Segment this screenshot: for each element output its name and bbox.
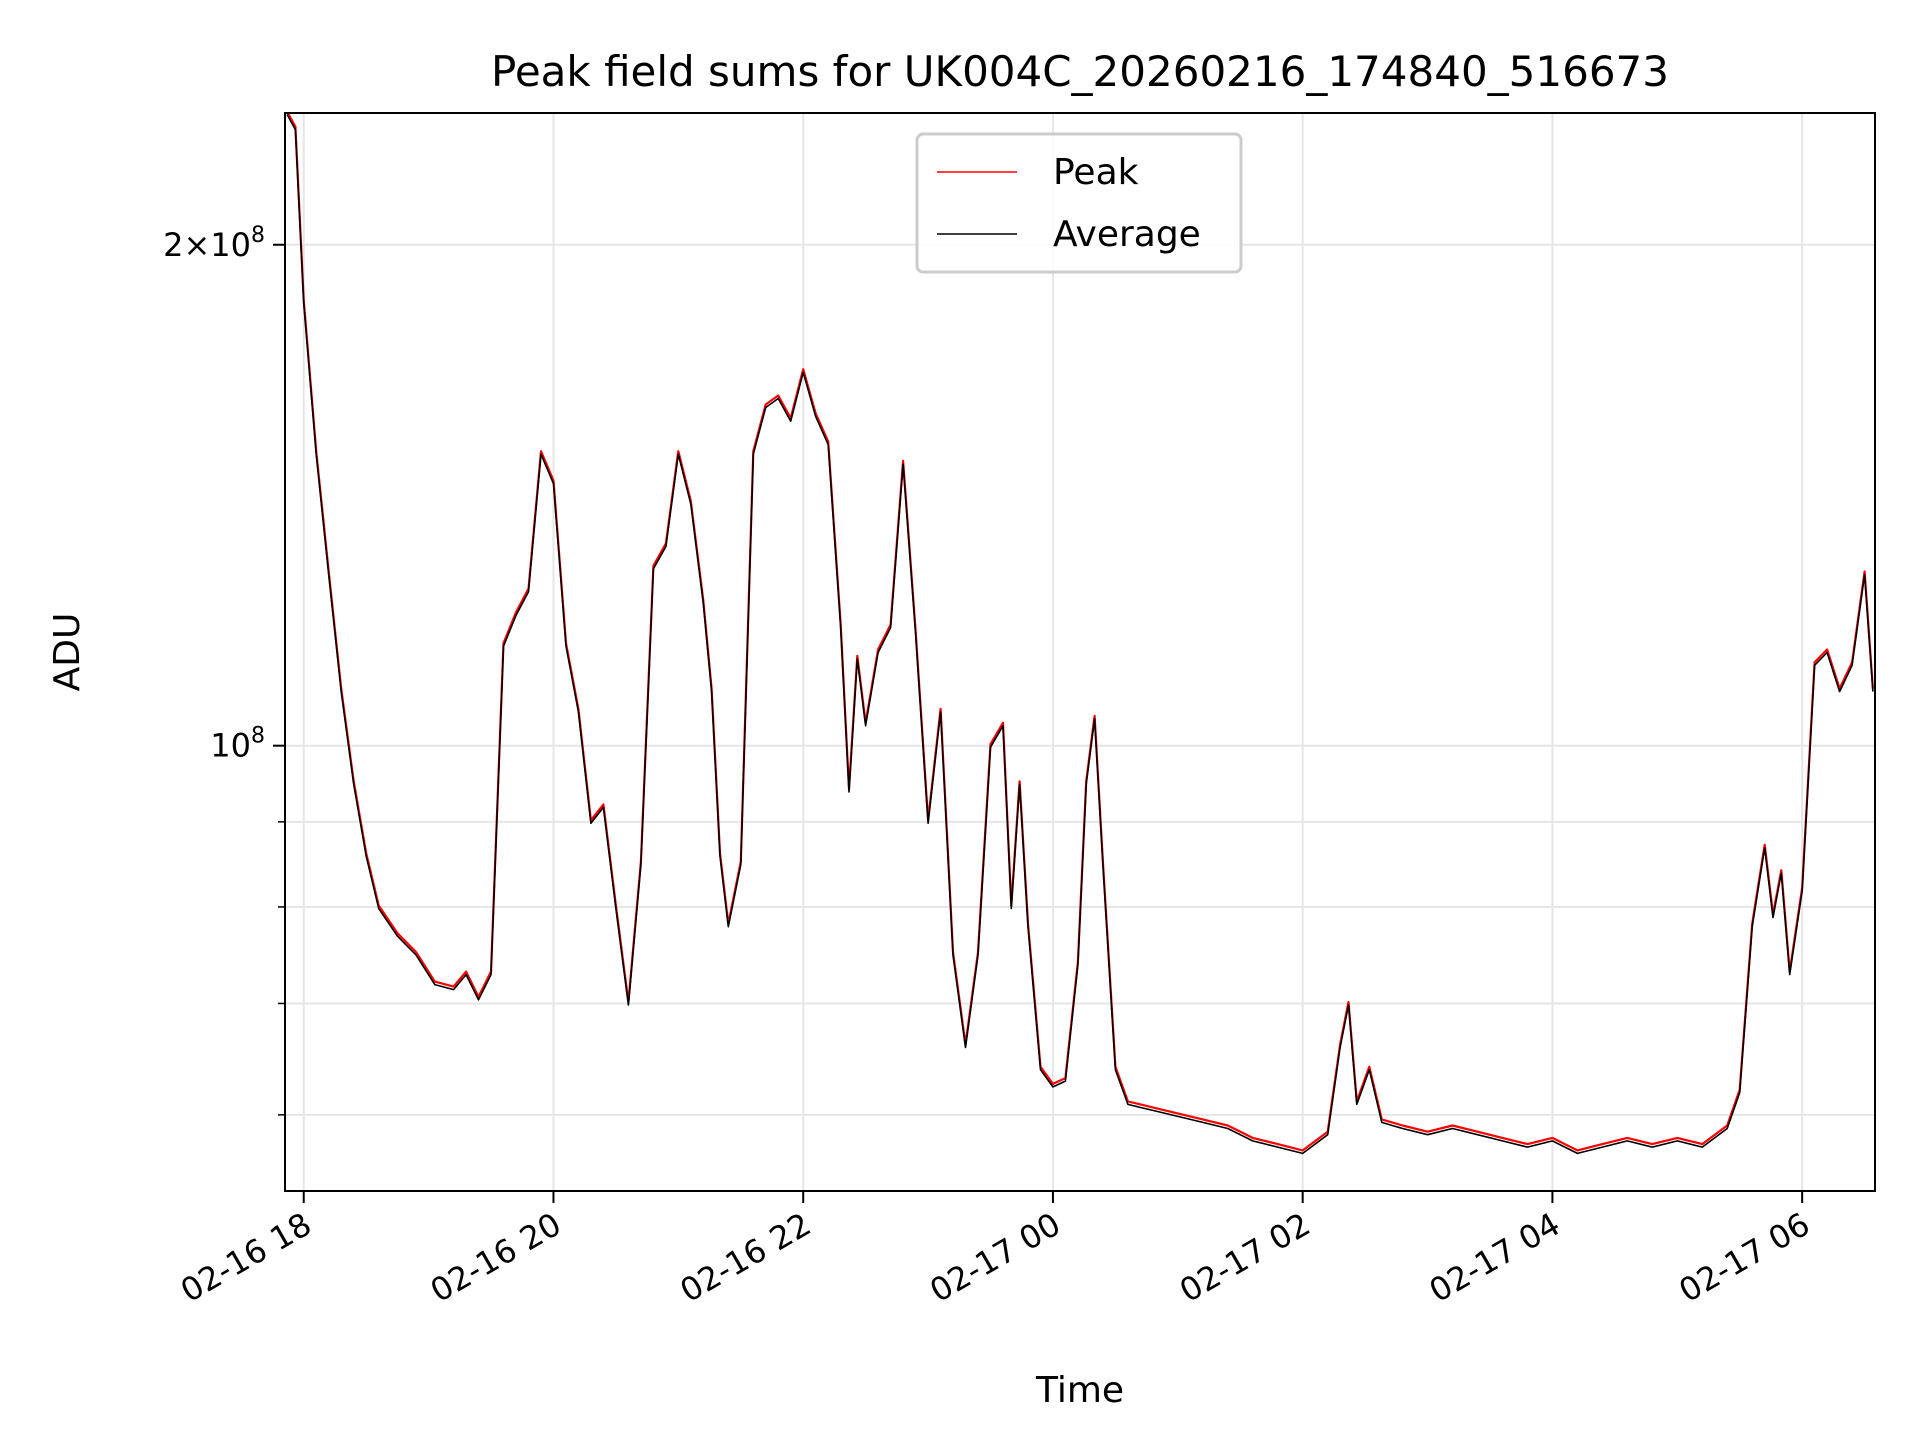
y-tick-label: 108 (210, 724, 265, 765)
legend-box (915, 132, 1243, 274)
legend-label-peak: Peak (1053, 152, 1139, 193)
legend-label-average: Average (1053, 214, 1201, 255)
legend: Peak Average (915, 132, 1243, 274)
plot-frame (284, 112, 1876, 1192)
y-axis: 2×108 108 (163, 223, 285, 1116)
y-axis-label: ADU (47, 613, 88, 692)
grid (285, 113, 1875, 1191)
y-tick-label: 2×108 (163, 223, 265, 264)
series-layer (286, 113, 1874, 1155)
chart-title: Peak field sums for UK004C_20260216_1748… (491, 47, 1669, 96)
x-axis-label: Time (1035, 1370, 1124, 1411)
series-line-average (286, 114, 1874, 1155)
